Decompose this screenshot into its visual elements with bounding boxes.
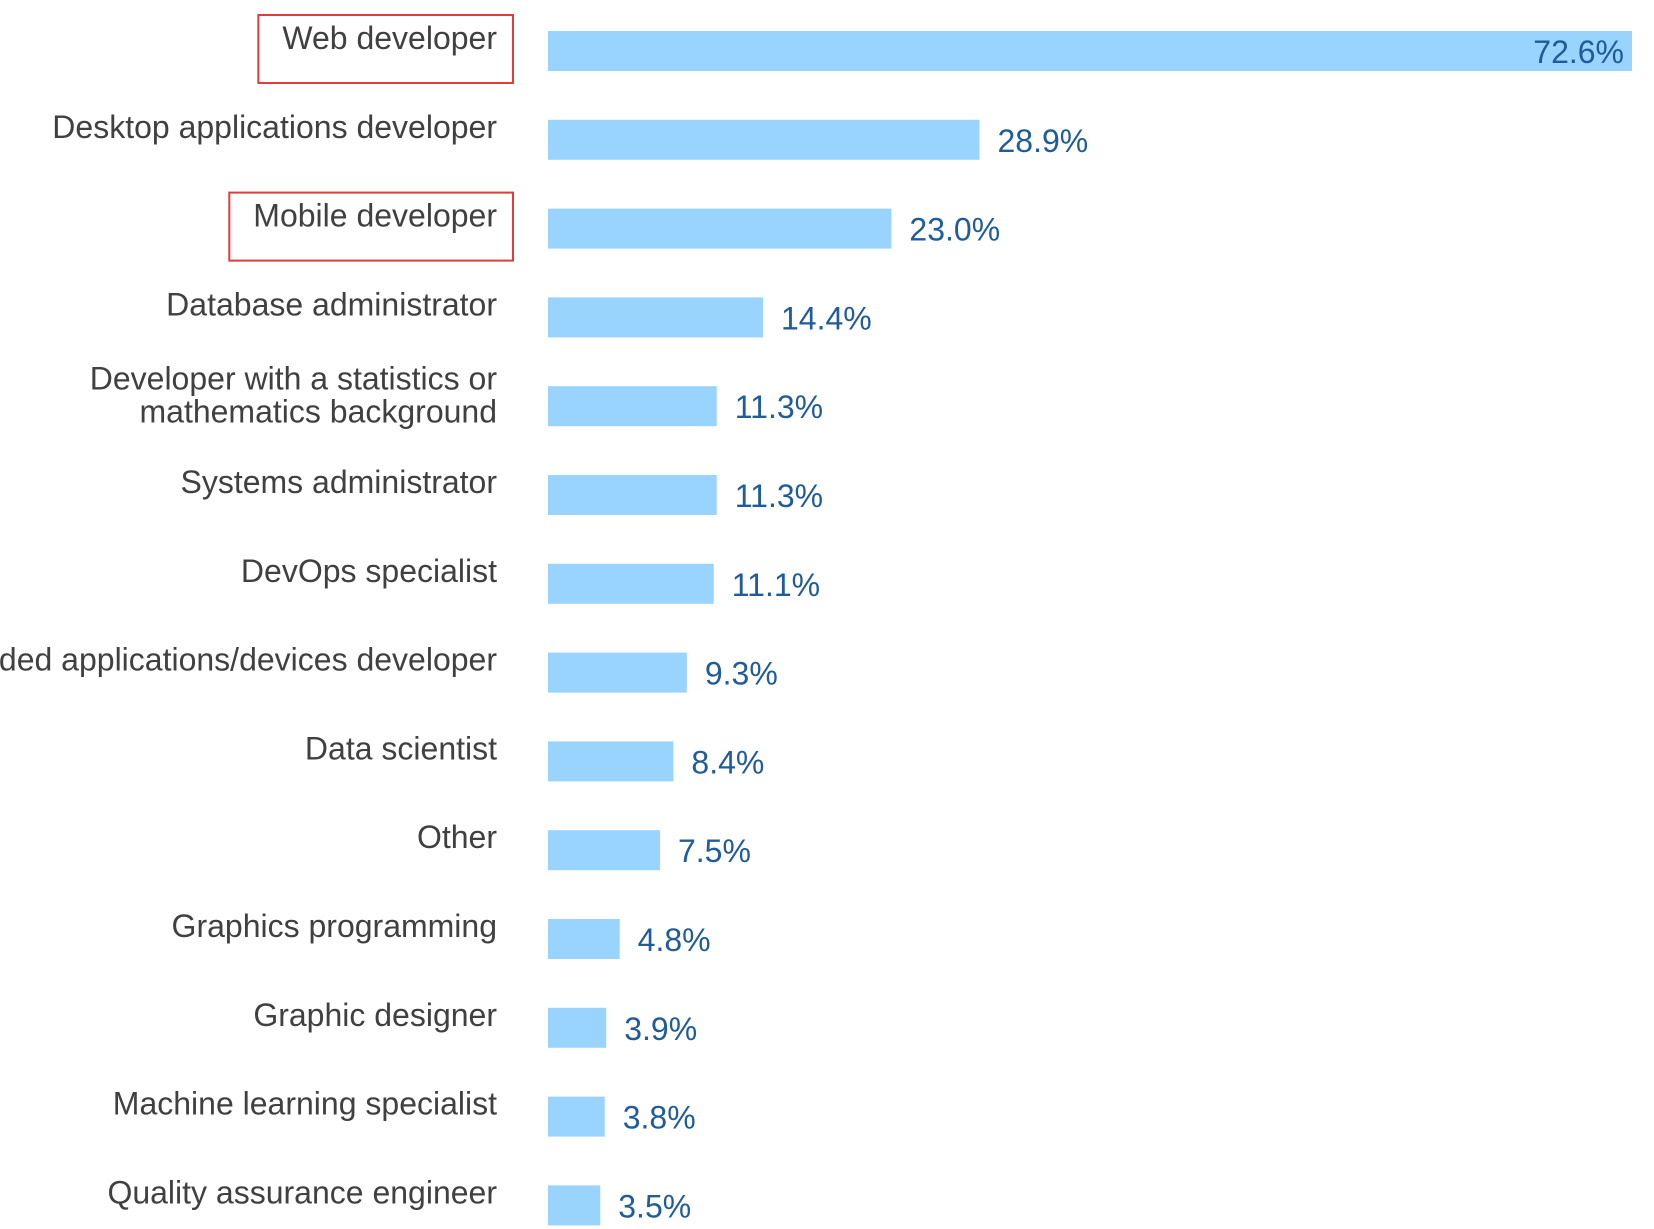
- highlight-box-web-developer: [257, 14, 514, 84]
- category-label-line: Graphic designer: [253, 997, 497, 1033]
- value-label-mobile-developer: 23.0%: [909, 212, 1000, 248]
- value-label-systems-administrator: 11.3%: [735, 478, 823, 514]
- value-label-graphics-programming: 4.8%: [638, 922, 711, 958]
- category-label-line: Developer with a statistics or: [90, 361, 498, 397]
- category-label-line: Web developer: [282, 20, 497, 56]
- bar-devops-specialist: [548, 563, 714, 604]
- category-label-mobile-developer: Mobile developer: [253, 198, 497, 234]
- bars-layer: [548, 31, 1632, 1226]
- category-label-web-developer: Web developer: [282, 20, 497, 56]
- category-label-desktop-applications-developer: Desktop applications developer: [52, 109, 497, 145]
- bar-machine-learning-specialist: [548, 1096, 605, 1137]
- category-label-other: Other: [417, 819, 497, 855]
- category-label-line: Machine learning specialist: [113, 1086, 497, 1122]
- category-label-line: Mobile developer: [253, 198, 497, 234]
- category-label-graphic-designer: Graphic designer: [253, 997, 497, 1033]
- category-label-systems-administrator: Systems administrator: [180, 464, 497, 500]
- category-label-line: Graphics programming: [172, 908, 497, 944]
- category-label-quality-assurance-engineer: Quality assurance engineer: [107, 1174, 497, 1210]
- value-label-other: 7.5%: [678, 833, 751, 869]
- category-label-machine-learning-specialist: Machine learning specialist: [113, 1086, 497, 1122]
- category-label-developer-with-a-statistics-or-mathematics-background: Developer with a statistics or mathematic…: [90, 361, 498, 430]
- highlight-box-mobile-developer: [228, 191, 514, 262]
- bar-developer-with-a-statistics-or-mathematics-background: [548, 386, 717, 427]
- value-label-machine-learning-specialist: 3.8%: [623, 1100, 696, 1136]
- category-label-line: DevOps specialist: [241, 553, 497, 589]
- value-label-data-scientist: 8.4%: [691, 744, 764, 780]
- value-label-developer-with-a-statistics-or-mathematics-background: 11.3%: [735, 389, 823, 425]
- value-label-desktop-applications-developer: 28.9%: [998, 123, 1089, 159]
- category-label-line: Embedded applications/devices developer: [0, 642, 497, 678]
- category-label-data-scientist: Data scientist: [305, 730, 497, 766]
- category-label-embedded-applications-devices-developer: Embedded applications/devices developer: [0, 642, 497, 678]
- bar-mobile-developer: [548, 208, 892, 249]
- value-label-embedded-applications-devices-developer: 9.3%: [705, 656, 778, 692]
- bar-graphics-programming: [548, 919, 620, 959]
- category-labels: Web developer Desktop applications develo…: [0, 20, 497, 1210]
- bar-systems-administrator: [548, 475, 717, 515]
- highlight-boxes: [228, 14, 514, 262]
- value-label-graphic-designer: 3.9%: [624, 1011, 697, 1047]
- category-label-line: mathematics background: [139, 394, 497, 430]
- category-label-line: Database administrator: [166, 286, 497, 322]
- bar-database-administrator: [548, 297, 764, 338]
- bar-web-developer: [548, 31, 1632, 71]
- value-label-quality-assurance-engineer: 3.5%: [618, 1188, 691, 1224]
- value-label-devops-specialist: 11.1%: [732, 567, 820, 603]
- bar-quality-assurance-engineer: [548, 1185, 601, 1226]
- bar-embedded-applications-devices-developer: [548, 652, 687, 693]
- category-label-database-administrator: Database administrator: [166, 286, 497, 322]
- category-label-line: Other: [417, 819, 497, 855]
- category-label-line: Desktop applications developer: [52, 109, 497, 145]
- value-label-database-administrator: 14.4%: [781, 300, 872, 336]
- category-label-devops-specialist: DevOps specialist: [241, 553, 497, 589]
- bar-graphic-designer: [548, 1007, 607, 1048]
- category-label-line: Data scientist: [305, 730, 497, 766]
- category-label-line: Systems administrator: [180, 464, 497, 500]
- bar-desktop-applications-developer: [548, 119, 980, 160]
- category-label-line: Quality assurance engineer: [107, 1174, 497, 1210]
- bar-data-scientist: [548, 741, 674, 782]
- bar-other: [548, 830, 660, 871]
- value-labels: 72.6% 28.9% 23.0% 14.4% 11.3% 11.3% 11.1% 9.3% 8…: [618, 34, 1624, 1224]
- value-label-web-developer: 72.6%: [1533, 34, 1624, 70]
- category-label-graphics-programming: Graphics programming: [172, 908, 497, 944]
